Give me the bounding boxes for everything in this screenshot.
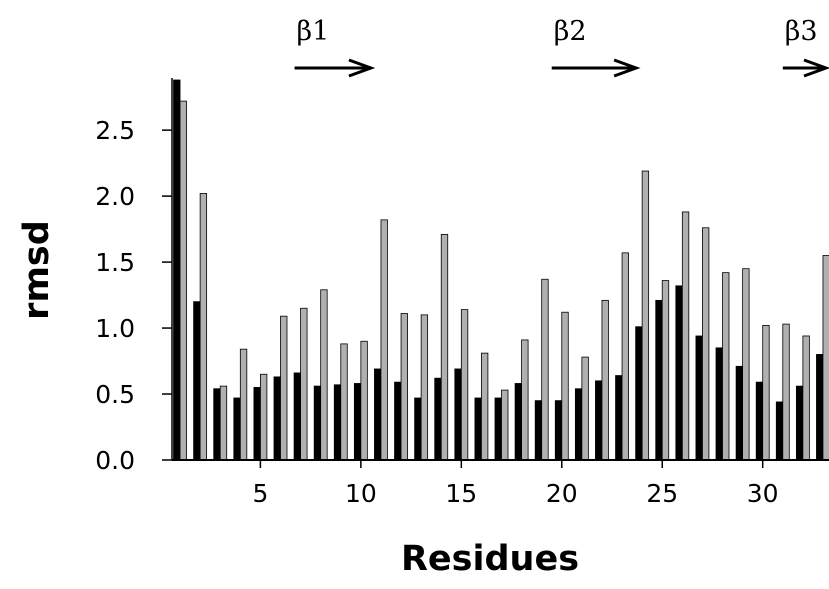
bar-series2-residue-16 <box>481 352 489 461</box>
bar-series2-residue-28 <box>722 272 730 461</box>
bar-series1-residue-7 <box>293 372 301 461</box>
bar-series2-residue-31 <box>782 323 790 461</box>
bars-group <box>173 79 829 461</box>
y-tick-label: 2.0 <box>95 182 135 211</box>
bar-series1-residue-26 <box>675 285 683 461</box>
bar-series1-residue-4 <box>233 397 241 461</box>
bar-series1-residue-11 <box>374 368 382 461</box>
bar-series2-residue-21 <box>581 356 589 461</box>
bar-series1-residue-14 <box>434 377 442 461</box>
bar-series1-residue-22 <box>595 380 603 461</box>
bar-series1-residue-15 <box>454 368 462 461</box>
bar-series2-residue-23 <box>621 252 629 461</box>
bar-series1-residue-6 <box>273 376 281 461</box>
bar-series1-residue-13 <box>414 397 422 461</box>
y-tick-label: 0.0 <box>95 446 135 475</box>
y-tick-label: 1.0 <box>95 314 135 343</box>
bar-series2-residue-33 <box>822 255 829 461</box>
bar-series2-residue-10 <box>360 340 368 461</box>
beta-strand-arrowhead <box>348 58 376 78</box>
bar-series2-residue-2 <box>199 193 208 461</box>
bar-series1-residue-3 <box>213 388 221 461</box>
bar-series1-residue-24 <box>635 326 643 461</box>
x-tick-label: 10 <box>345 479 377 508</box>
bar-series2-residue-8 <box>320 289 328 461</box>
strand-annotations: β1 β2 β3 <box>294 16 829 78</box>
bar-series2-residue-22 <box>601 299 609 461</box>
bar-series2-residue-17 <box>501 389 509 461</box>
bar-series1-residue-27 <box>695 335 703 461</box>
bar-series1-residue-33 <box>816 354 824 461</box>
y-axis-title: rmsd <box>17 220 57 320</box>
bar-series2-residue-12 <box>400 313 408 461</box>
beta-strand-arrowhead <box>803 58 829 78</box>
x-tick-label: 25 <box>646 479 678 508</box>
bar-series2-residue-3 <box>219 385 228 461</box>
bar-series1-residue-16 <box>474 397 482 461</box>
bar-series2-residue-27 <box>702 227 710 461</box>
x-ticks-group: 5 10 15 20 25 30 <box>252 460 779 508</box>
bar-series2-residue-7 <box>300 307 308 461</box>
bar-series1-residue-25 <box>655 299 663 461</box>
bar-series1-residue-21 <box>574 388 583 461</box>
y-ticks-group: 0.0 0.5 1.0 1.5 2.0 2.5 <box>95 116 172 475</box>
bar-series2-residue-4 <box>239 348 248 461</box>
bar-series1-residue-17 <box>494 397 502 461</box>
beta-strand-arrowhead <box>613 58 641 78</box>
bar-series1-residue-20 <box>554 400 563 461</box>
beta-strand-label: β1 <box>297 16 330 47</box>
bar-series2-residue-14 <box>440 233 449 461</box>
bar-series1-residue-32 <box>795 385 804 461</box>
y-tick-label: 0.5 <box>95 380 135 409</box>
bar-series1-residue-9 <box>333 384 342 461</box>
bar-series2-residue-26 <box>681 211 690 461</box>
bar-series1-residue-19 <box>534 400 543 461</box>
bar-series1-residue-2 <box>193 301 201 461</box>
beta-strand-label: β3 <box>785 16 818 47</box>
bar-series1-residue-8 <box>313 385 322 461</box>
x-tick-label: 20 <box>546 479 578 508</box>
bar-series1-residue-12 <box>394 381 402 461</box>
bar-series2-residue-25 <box>661 280 670 461</box>
x-axis-title: Residues <box>401 539 579 579</box>
bar-series2-residue-5 <box>259 373 268 461</box>
y-tick-label: 1.5 <box>95 248 135 277</box>
x-tick-label: 30 <box>747 479 779 508</box>
bar-series1-residue-1 <box>173 79 181 461</box>
bar-series1-residue-18 <box>514 383 522 461</box>
x-tick-label: 5 <box>252 479 268 508</box>
beta-strand-label: β2 <box>554 16 587 47</box>
bar-series2-residue-11 <box>380 219 388 461</box>
bar-series1-residue-28 <box>715 347 723 461</box>
bar-series2-residue-30 <box>762 325 770 461</box>
bar-series1-residue-10 <box>353 383 362 461</box>
bar-series2-residue-13 <box>420 314 429 461</box>
bar-series2-residue-19 <box>541 278 549 461</box>
bar-series2-residue-20 <box>561 311 569 461</box>
x-tick-label: 15 <box>445 479 477 508</box>
bar-series2-residue-15 <box>460 309 469 461</box>
bar-series2-residue-32 <box>802 335 810 461</box>
bar-series1-residue-30 <box>755 381 764 461</box>
y-tick-label: 2.5 <box>95 116 135 145</box>
bar-series2-residue-1 <box>179 100 187 461</box>
bar-series2-residue-9 <box>340 343 348 461</box>
bar-series1-residue-23 <box>615 375 623 461</box>
bar-series2-residue-29 <box>742 268 750 461</box>
bar-series2-residue-18 <box>521 339 529 461</box>
bar-series1-residue-29 <box>735 365 744 461</box>
bar-series2-residue-6 <box>280 315 288 461</box>
bar-series1-residue-31 <box>775 401 784 461</box>
bar-series1-residue-5 <box>253 387 261 461</box>
bar-series2-residue-24 <box>641 170 650 461</box>
